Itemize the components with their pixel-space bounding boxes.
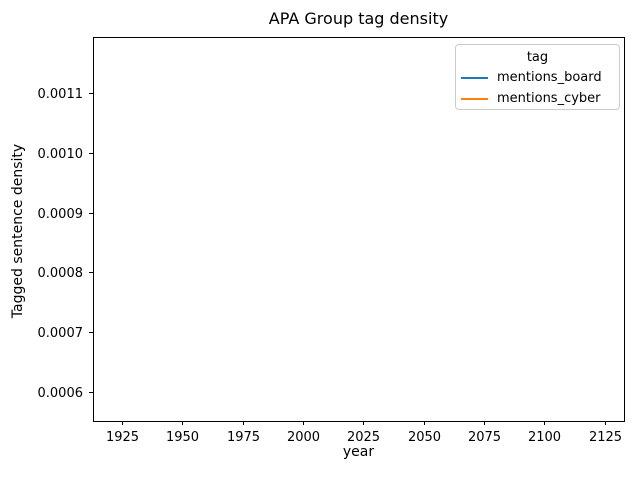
y-tick-label: 0.0009 bbox=[38, 207, 84, 222]
y-tick-label: 0.0011 bbox=[38, 87, 84, 102]
x-tick-label: 1950 bbox=[166, 430, 199, 445]
y-tick-label: 0.0008 bbox=[38, 266, 84, 281]
legend-entry-label: mentions_board bbox=[497, 70, 602, 85]
x-tick-label: 1925 bbox=[106, 430, 139, 445]
y-tick-label: 0.0006 bbox=[38, 386, 84, 401]
legend-line-swatch bbox=[461, 97, 488, 100]
y-tick-label: 0.0010 bbox=[38, 147, 84, 162]
legend-entry: mentions_cyber bbox=[456, 88, 619, 109]
x-tick-label: 2000 bbox=[287, 430, 320, 445]
y-tick-label: 0.0007 bbox=[38, 326, 84, 341]
x-tick-label: 2025 bbox=[347, 430, 380, 445]
x-tick-label: 2050 bbox=[408, 430, 441, 445]
legend-title: tag bbox=[526, 50, 549, 65]
chart-title: APA Group tag density bbox=[268, 9, 449, 28]
legend: tag mentions_board mentions_cyber bbox=[455, 44, 620, 110]
legend-line-swatch bbox=[461, 76, 488, 79]
x-axis-label: year bbox=[342, 444, 375, 460]
x-tick-label: 2100 bbox=[528, 430, 561, 445]
y-axis-label: Tagged sentence density bbox=[10, 143, 26, 319]
legend-entry-label: mentions_cyber bbox=[497, 91, 601, 106]
x-tick-label: 2075 bbox=[468, 430, 501, 445]
x-tick-label: 2125 bbox=[589, 430, 622, 445]
x-tick-label: 1975 bbox=[227, 430, 260, 445]
axes-frame bbox=[93, 37, 625, 422]
legend-entries: mentions_board mentions_cyber bbox=[456, 67, 619, 109]
legend-entry: mentions_board bbox=[456, 67, 619, 88]
